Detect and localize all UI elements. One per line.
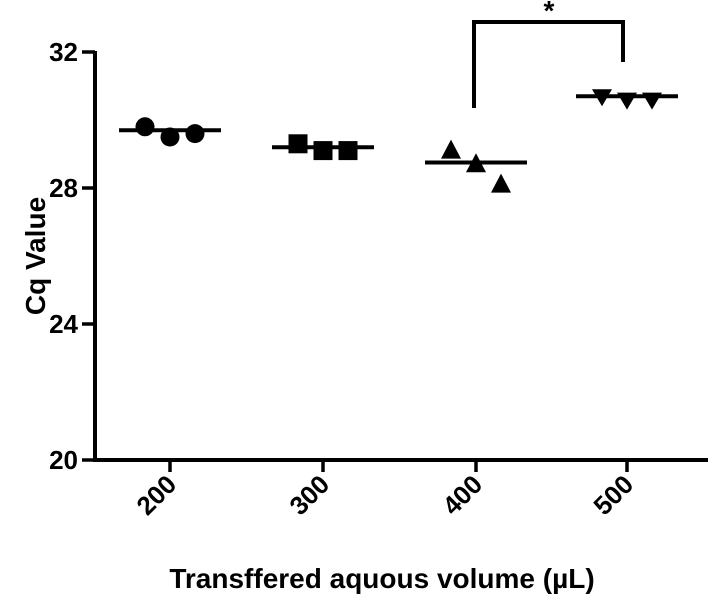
triangle-up-marker	[491, 173, 511, 193]
significance-star: *	[544, 0, 555, 26]
triangle-down-marker	[617, 92, 637, 110]
circle-marker	[160, 127, 180, 147]
x-tick-label: 300	[283, 469, 335, 521]
axes	[93, 51, 708, 462]
y-tick-label: 24	[49, 309, 78, 339]
group-500	[576, 89, 678, 110]
x-axis-ticks: 200 300 400 500	[130, 460, 639, 521]
circle-marker	[135, 117, 155, 137]
group-300	[272, 134, 374, 161]
group-200	[119, 117, 221, 147]
group-400	[425, 139, 527, 193]
triangle-down-marker	[592, 89, 612, 107]
x-tick-label: 500	[587, 469, 639, 521]
x-tick-label: 200	[130, 469, 182, 521]
square-marker	[313, 141, 333, 161]
triangle-up-marker	[441, 139, 461, 159]
significance-bracket: *	[472, 0, 625, 108]
y-axis-ticks: 20 24 28 32	[49, 37, 95, 475]
y-tick-label: 32	[49, 37, 78, 67]
square-marker	[288, 134, 308, 154]
square-marker	[338, 141, 358, 161]
y-tick-label: 28	[49, 173, 78, 203]
triangle-up-marker	[466, 153, 486, 173]
x-tick-label: 400	[436, 469, 488, 521]
y-tick-label: 20	[49, 445, 78, 475]
y-axis-title: Cq Value	[20, 197, 51, 315]
data-points	[119, 89, 678, 193]
circle-marker	[185, 124, 205, 144]
triangle-down-marker	[642, 92, 662, 110]
x-axis-title: Transffered aquous volume (µL)	[169, 563, 594, 594]
